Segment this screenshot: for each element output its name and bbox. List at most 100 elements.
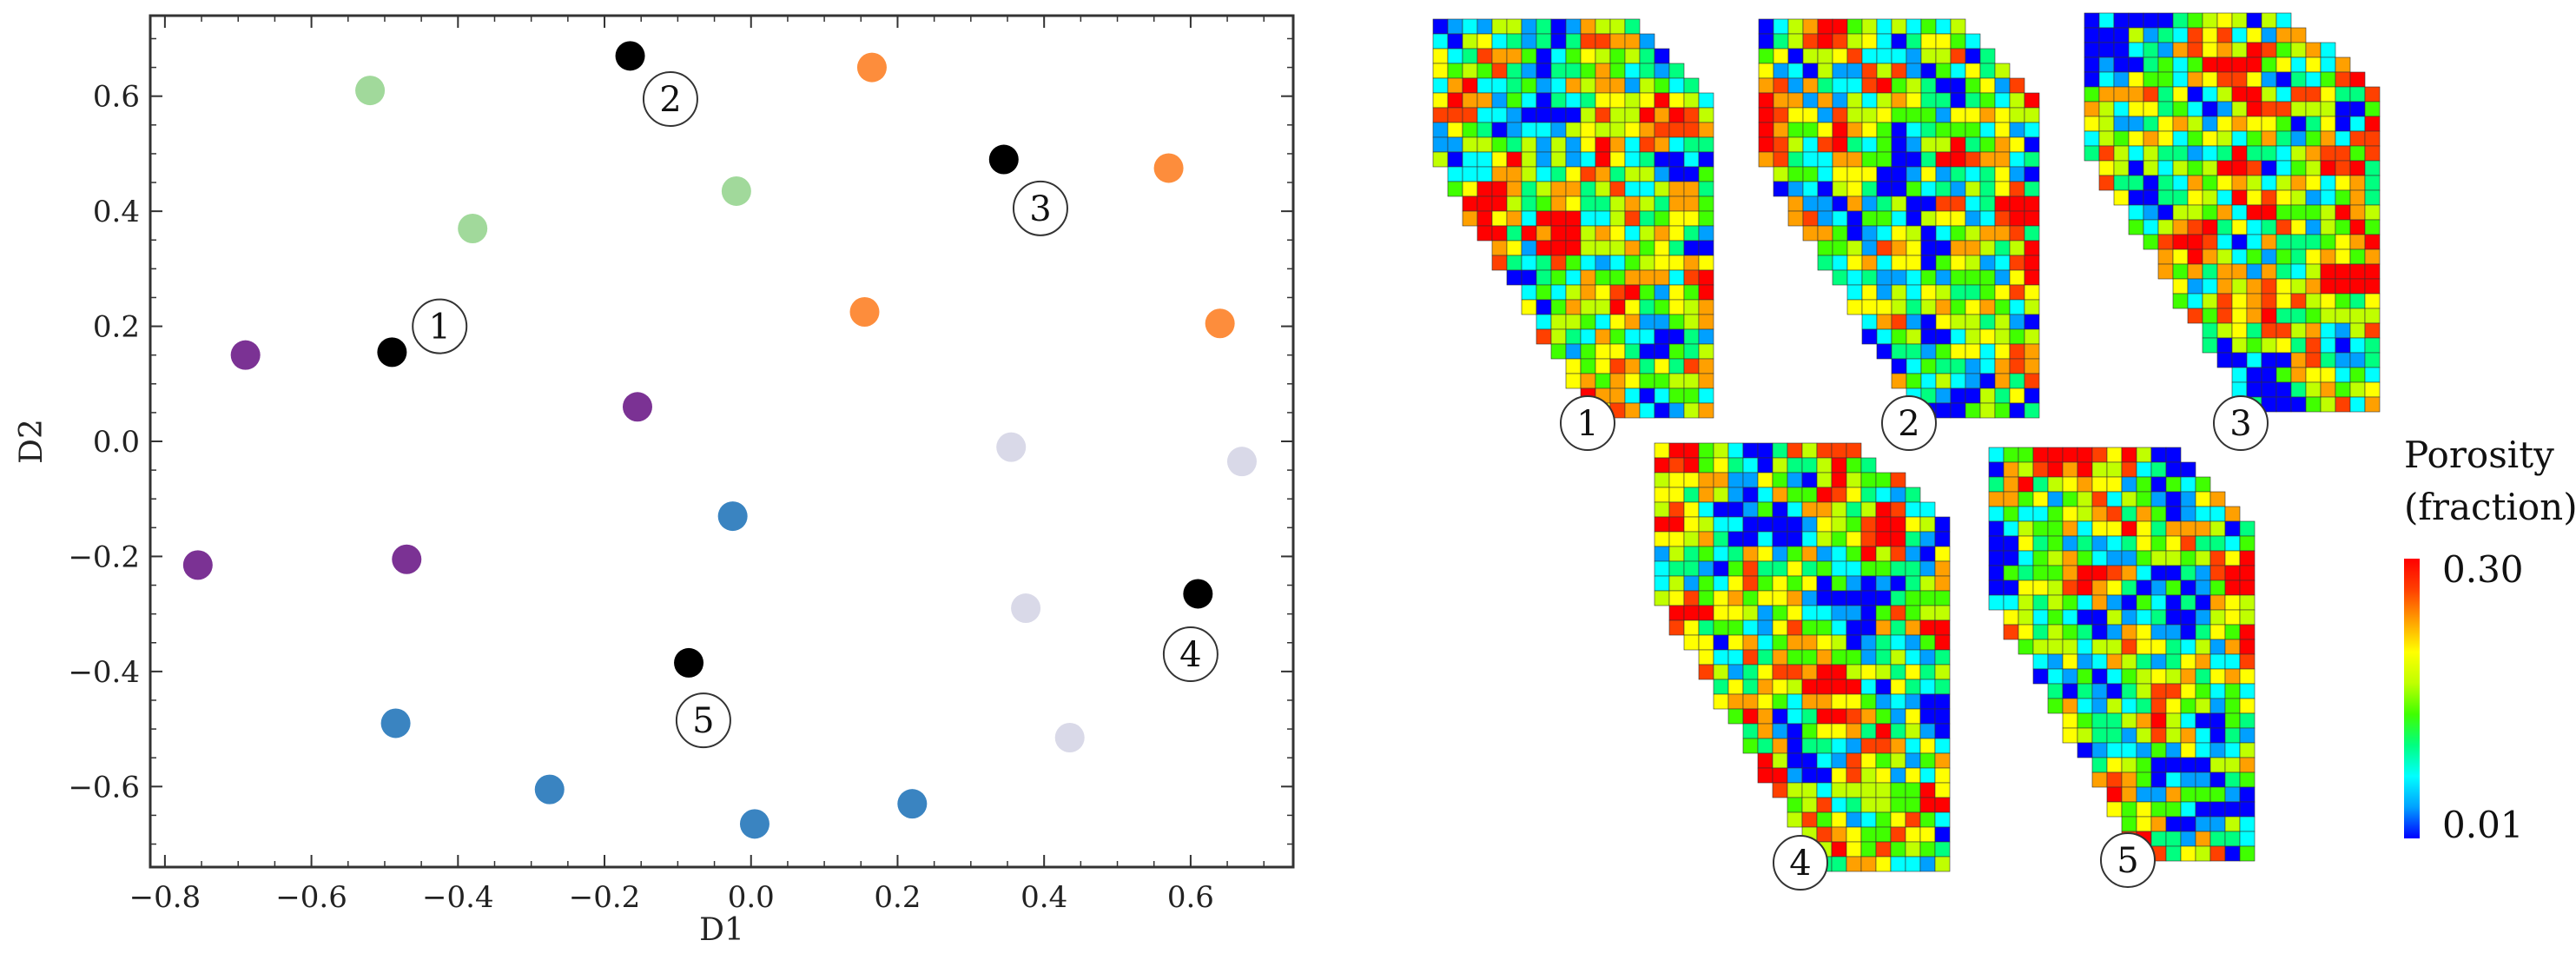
porosity-cell	[1624, 343, 1641, 360]
porosity-cell	[2165, 712, 2182, 729]
porosity-cell	[1506, 77, 1522, 94]
porosity-cell	[1787, 811, 1803, 828]
porosity-cell	[1609, 18, 1626, 35]
porosity-cell	[2275, 175, 2292, 191]
porosity-cell	[1920, 107, 1937, 123]
porosity-cell	[1816, 487, 1833, 503]
porosity-cell	[1832, 255, 1848, 271]
porosity-cell	[2165, 816, 2182, 832]
porosity-cell	[1609, 181, 1626, 197]
porosity-cell	[2062, 447, 2078, 463]
porosity-cell	[1934, 723, 1951, 739]
porosity-cell	[1742, 472, 1759, 488]
porosity-cell	[1683, 487, 1700, 503]
porosity-cell	[2305, 234, 2322, 250]
porosity-cell	[2261, 381, 2277, 398]
porosity-cell	[1491, 181, 1508, 197]
scatter-point	[622, 392, 652, 422]
porosity-cell	[2246, 322, 2262, 339]
porosity-cell	[2349, 189, 2366, 206]
porosity-cell	[1654, 575, 1670, 592]
porosity-cell	[2187, 293, 2203, 309]
porosity-cell	[1846, 605, 1862, 621]
porosity-cell	[1565, 195, 1582, 212]
porosity-cell	[1890, 472, 1906, 488]
porosity-cell	[1891, 343, 1907, 360]
porosity-cell	[1906, 195, 1922, 212]
porosity-cell	[1609, 387, 1626, 404]
porosity-cell	[1906, 225, 1922, 242]
porosity-cell	[2195, 683, 2211, 699]
porosity-cell	[2239, 727, 2256, 744]
porosity-cell	[2128, 86, 2144, 103]
porosity-cell	[1831, 649, 1847, 666]
porosity-cell	[1447, 63, 1463, 79]
porosity-cell	[1683, 77, 1700, 94]
porosity-cell	[1906, 166, 1922, 182]
porosity-cell	[1668, 136, 1685, 153]
porosity-cell	[2077, 698, 2093, 714]
porosity-cell	[2180, 550, 2196, 566]
porosity-cell	[1846, 767, 1862, 784]
porosity-cell	[2077, 491, 2093, 507]
porosity-cell	[1934, 679, 1951, 695]
porosity-cell	[1979, 343, 1996, 360]
porosity-cell	[1860, 767, 1877, 784]
porosity-cell	[2202, 204, 2218, 221]
porosity-cell	[1860, 826, 1877, 843]
porosity-cell	[1875, 634, 1892, 651]
porosity-cell	[2224, 742, 2241, 758]
porosity-cell	[1773, 63, 1789, 79]
porosity-cell	[2275, 352, 2292, 368]
porosity-cell	[1698, 107, 1714, 123]
scatter-point	[355, 76, 386, 106]
porosity-cell	[1521, 77, 1537, 94]
porosity-cell	[2165, 535, 2182, 552]
porosity-cell	[1919, 856, 1936, 872]
porosity-cell	[1639, 299, 1655, 315]
porosity-cell	[2157, 145, 2174, 162]
porosity-cell	[2113, 116, 2130, 132]
porosity-cell	[1727, 546, 1744, 562]
porosity-cell	[1861, 151, 1878, 168]
porosity-cell	[2128, 101, 2144, 117]
porosity-cell	[1713, 457, 1729, 474]
porosity-cell	[2349, 234, 2366, 250]
porosity-cell	[1668, 358, 1685, 374]
porosity-cell	[1713, 575, 1729, 592]
porosity-cell	[1787, 122, 1804, 138]
porosity-cell	[2091, 461, 2108, 478]
porosity-cell	[1890, 723, 1906, 739]
porosity-cell	[1787, 77, 1804, 94]
porosity-cell	[2239, 712, 2256, 729]
porosity-cell	[1713, 472, 1729, 488]
porosity-cell	[2091, 476, 2108, 493]
porosity-cell	[1668, 255, 1685, 271]
porosity-cell	[1506, 122, 1522, 138]
porosity-cell	[1831, 487, 1847, 503]
porosity-cell	[2231, 12, 2248, 29]
porosity-cell	[1919, 723, 1936, 739]
porosity-cell	[1890, 590, 1906, 606]
porosity-cell	[2261, 293, 2277, 309]
porosity-cell	[2150, 594, 2167, 611]
porosity-cell	[2202, 248, 2218, 265]
porosity-cell	[2364, 352, 2381, 368]
porosity-cell	[1965, 210, 1981, 227]
porosity-cell	[2261, 27, 2277, 43]
porosity-cell	[1831, 767, 1847, 784]
porosity-cell	[2364, 396, 2381, 413]
porosity-cell	[2150, 786, 2167, 803]
porosity-cell	[2121, 506, 2137, 522]
porosity-cell	[1950, 92, 1966, 109]
porosity-cell	[1891, 33, 1907, 50]
porosity-cell	[1565, 240, 1582, 256]
porosity-cell	[2113, 71, 2130, 88]
porosity-cell	[1683, 531, 1700, 547]
porosity-cell	[1875, 856, 1892, 872]
porosity-cell	[2290, 293, 2307, 309]
porosity-cell	[1580, 328, 1596, 345]
porosity-cell	[1683, 299, 1700, 315]
porosity-cell	[1506, 136, 1522, 153]
porosity-cell	[1817, 63, 1833, 79]
